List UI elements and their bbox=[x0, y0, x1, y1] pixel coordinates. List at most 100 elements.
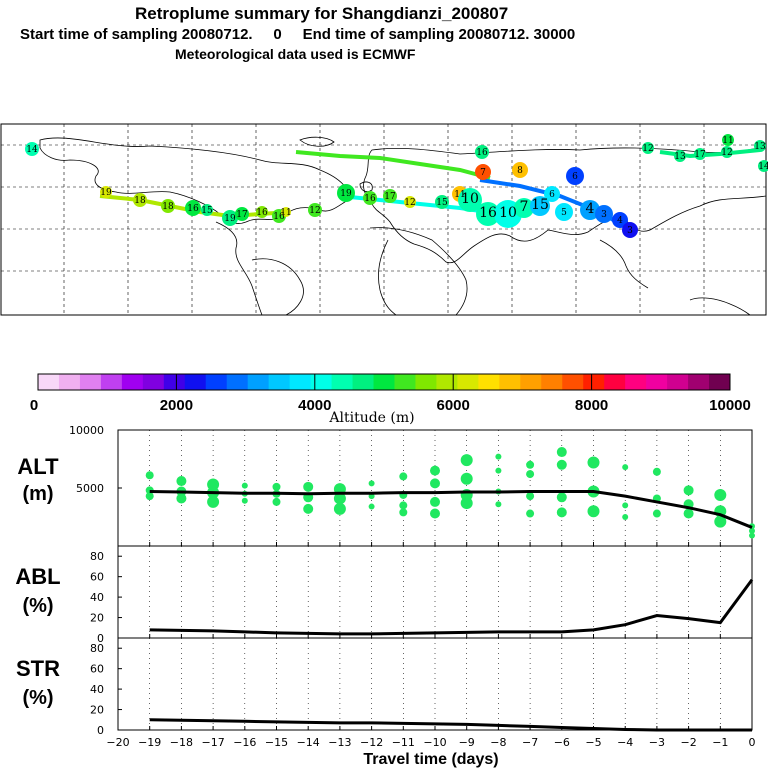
colorbar-tick-label: 2000 bbox=[160, 397, 193, 414]
colorbar-cell bbox=[667, 374, 689, 390]
trajectory-blob bbox=[512, 162, 528, 178]
colorbar-cell bbox=[478, 374, 500, 390]
panel-yunit: (%) bbox=[22, 687, 53, 709]
trajectory-label: 17 bbox=[236, 210, 248, 220]
colorbar-cell bbox=[205, 374, 228, 390]
trajectory-label: 19 bbox=[340, 189, 352, 199]
trajectory-blob bbox=[133, 193, 147, 207]
chart-title: Retroplume summary for Shangdianzi_20080… bbox=[135, 4, 509, 23]
x-tick-label: −4 bbox=[617, 736, 633, 749]
trajectory-label: 7 bbox=[480, 168, 486, 178]
trajectory-label: 12 bbox=[404, 198, 415, 208]
trajectory-blob bbox=[555, 203, 573, 221]
altitude-point bbox=[460, 472, 473, 485]
x-axis-label: Travel time (days) bbox=[363, 751, 498, 768]
trajectory-label: 14 bbox=[758, 162, 768, 172]
altitude-point bbox=[556, 459, 567, 470]
x-tick-label: −18 bbox=[170, 736, 193, 749]
altitude-point bbox=[714, 488, 727, 501]
trajectory-blob bbox=[363, 191, 377, 205]
altitude-point bbox=[241, 482, 248, 489]
colorbar-label: Altitude (m) bbox=[328, 410, 414, 426]
panel-y-tick-label: 5000 bbox=[76, 482, 104, 495]
colorbar-cell bbox=[79, 374, 102, 390]
altitude-point bbox=[399, 508, 408, 517]
panel-y-tick-label: 20 bbox=[90, 612, 104, 625]
trajectory-blob bbox=[514, 198, 534, 218]
altitude-point bbox=[333, 502, 346, 515]
colorbar-tick-label: 10000 bbox=[709, 397, 751, 414]
trajectory-blob bbox=[475, 164, 491, 180]
trajectory-label: 15 bbox=[201, 206, 213, 216]
altitude-point bbox=[303, 503, 314, 514]
altitude-point bbox=[399, 501, 408, 510]
x-tick-label: −8 bbox=[490, 736, 506, 749]
trajectory-blob bbox=[544, 186, 560, 202]
colorbar-cell bbox=[310, 374, 333, 390]
trajectory-blob bbox=[281, 207, 291, 217]
trajectory-blob bbox=[622, 222, 638, 238]
colorbar-cell bbox=[562, 374, 584, 390]
x-tick-label: −10 bbox=[423, 736, 446, 749]
altitude-point bbox=[495, 501, 502, 508]
altitude-point bbox=[526, 470, 535, 479]
panel-y-tick-label: 60 bbox=[90, 571, 104, 584]
trajectory-label: 4 bbox=[617, 216, 623, 226]
trajectory-label: 4 bbox=[586, 201, 595, 217]
trajectory-blob bbox=[308, 203, 322, 217]
colorbar-cell bbox=[709, 374, 731, 390]
trajectory-blob bbox=[612, 212, 628, 228]
colorbar-cell bbox=[352, 374, 375, 390]
colorbar-cell bbox=[457, 374, 479, 390]
trajectory-label: 10 bbox=[461, 191, 479, 207]
x-tick-label: −9 bbox=[459, 736, 475, 749]
colorbar-cell bbox=[142, 374, 165, 390]
trajectory-blob bbox=[595, 205, 613, 223]
trajectory-blob bbox=[25, 142, 39, 156]
altitude-point bbox=[430, 496, 440, 507]
x-tick-label: 0 bbox=[749, 736, 756, 749]
panel-series-line bbox=[149, 489, 753, 529]
panel-yunit: (m) bbox=[22, 483, 53, 505]
trajectory-track bbox=[295, 150, 491, 180]
x-tick-label: −3 bbox=[649, 736, 665, 749]
altitude-point bbox=[556, 507, 567, 518]
colorbar-tick-label: 4000 bbox=[298, 397, 331, 414]
altitude-point bbox=[368, 480, 375, 487]
trajectory-label: 10 bbox=[499, 205, 517, 221]
colorbar-cell bbox=[38, 374, 60, 390]
altitude-point bbox=[368, 503, 375, 510]
colorbar-cell bbox=[58, 374, 81, 390]
altitude-point bbox=[526, 509, 535, 518]
altitude-point bbox=[460, 497, 473, 510]
altitude-point bbox=[587, 456, 600, 469]
trajectory-label: 6 bbox=[549, 190, 555, 200]
altitude-point bbox=[176, 476, 187, 487]
panel-series-line bbox=[149, 718, 752, 732]
panel-ylabel: ALT bbox=[17, 454, 59, 479]
colorbar-cell bbox=[100, 374, 123, 390]
altitude-point bbox=[526, 460, 535, 469]
altitude-point bbox=[587, 505, 600, 518]
sampling-time-line: Start time of sampling 20080712. 0 End t… bbox=[20, 26, 576, 43]
trajectory-label: 14 bbox=[26, 145, 38, 155]
trajectory-blob bbox=[458, 188, 482, 212]
trajectory-label: 18 bbox=[134, 196, 146, 206]
colorbar-cell bbox=[226, 374, 249, 390]
altitude-point bbox=[272, 497, 281, 506]
colorbar-cell bbox=[373, 374, 395, 390]
panel-y-tick-label: 0 bbox=[97, 632, 104, 645]
colorbar-frame bbox=[37, 373, 731, 391]
panel-ylabel: ABL bbox=[15, 564, 60, 589]
x-tick-label: −13 bbox=[328, 736, 351, 749]
trajectory-blob bbox=[722, 134, 734, 146]
trajectory-label: 12 bbox=[721, 148, 732, 158]
trajectory-blob bbox=[435, 195, 449, 209]
trajectory-label: 13 bbox=[754, 142, 766, 152]
trajectory-blob bbox=[476, 202, 500, 226]
trajectory-blob bbox=[337, 184, 355, 202]
trajectory-blob bbox=[185, 200, 201, 216]
trajectory-label: 16 bbox=[364, 194, 376, 204]
